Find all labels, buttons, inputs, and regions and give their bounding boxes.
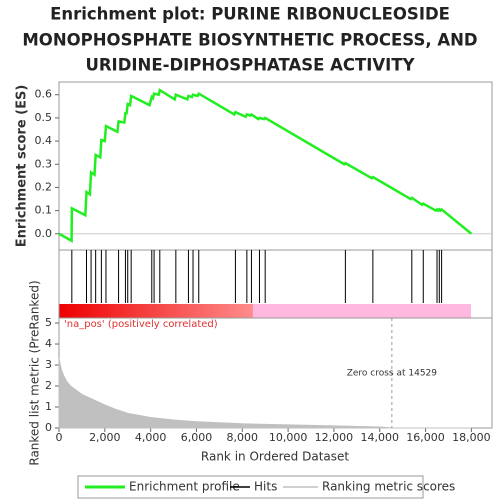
legend-label: Hits <box>254 480 277 494</box>
legend <box>77 475 424 499</box>
y-tick-label: 4 <box>45 337 52 350</box>
y-tick-label: 0.6 <box>35 88 53 101</box>
zero-cross-label: Zero cross at 14529 <box>347 369 438 379</box>
rank-color-bar <box>59 304 471 318</box>
x-tick-label: 0 <box>56 431 63 444</box>
metric-area <box>58 358 472 429</box>
x-tick-label: 18,000 <box>452 431 491 444</box>
chart-title: URIDINE-DIPHOSPHATASE ACTIVITY <box>85 56 415 75</box>
y-tick-label: 5 <box>45 316 52 329</box>
y-axis-label: Enrichment score (ES) <box>15 85 30 248</box>
y-tick-label: 0.5 <box>35 111 53 124</box>
x-tick-label: 10,000 <box>269 431 308 444</box>
legend-items: Enrichment profile Hits Ranking metric sco… <box>85 480 455 494</box>
y-tick-label: 0 <box>45 421 52 434</box>
x-axis-label: Rank in Ordered Dataset <box>201 450 349 464</box>
y-tick-label: 0.2 <box>35 180 53 193</box>
legend-label: Enrichment profile <box>129 480 240 494</box>
es-line <box>58 88 473 243</box>
x-tick-label: 4,000 <box>135 431 167 444</box>
annotation: 'na_pos' (positively correlated) <box>64 319 218 330</box>
x-tick-label: 6,000 <box>181 431 213 444</box>
y-tick-label: 2 <box>45 379 52 392</box>
x-tick-label: 14,000 <box>360 431 399 444</box>
y-axis-label: Ranked list metric (PreRanked) <box>28 280 42 465</box>
y-tick-label: 0.0 <box>35 227 53 240</box>
y-tick-label: 1 <box>45 400 52 413</box>
x-tick-label: 8,000 <box>227 431 259 444</box>
x-tick-label: 16,000 <box>406 431 445 444</box>
chart-title: Enrichment plot: PURINE RIBONUCLEOSIDE <box>50 5 450 24</box>
y-tick-label: 3 <box>45 358 52 371</box>
y-tick-label: 0.1 <box>35 204 53 217</box>
x-tick-label: 2,000 <box>89 431 121 444</box>
chart-title: MONOPHOSPHATE BIOSYNTHETIC PROCESS, AND <box>22 31 477 50</box>
x-tick-label: 12,000 <box>315 431 354 444</box>
es-panel <box>58 81 493 251</box>
legend-label: Ranking metric scores <box>322 480 455 494</box>
y-tick-label: 0.3 <box>35 157 53 170</box>
y-tick-label: 0.4 <box>35 134 53 147</box>
